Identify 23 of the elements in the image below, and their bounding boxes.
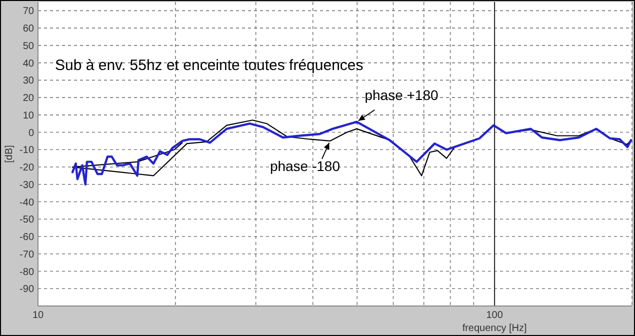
y-tick-label: -20 — [20, 162, 34, 174]
y-tick-label: 0 — [28, 128, 34, 139]
x-axis-title: frequency [Hz] — [462, 323, 528, 334]
y-tick-label: 40 — [22, 58, 34, 70]
y-tick-label: -70 — [20, 249, 34, 260]
y-tick-label: -10 — [20, 145, 34, 156]
y-tick-label: -80 — [20, 266, 34, 278]
y-tick-label: -90 — [20, 284, 34, 296]
x-tick-label: 100 — [486, 310, 504, 321]
y-axis-title: [dB] — [4, 144, 15, 163]
annotation: Sub à env. 55hz et enceinte toutes fréquences — [55, 57, 364, 74]
annotation: phase -180 — [270, 158, 340, 174]
y-tick-label: 60 — [22, 24, 34, 35]
y-tick-label: -50 — [20, 214, 34, 226]
y-tick-label: 20 — [22, 93, 34, 104]
annotation: phase +180 — [364, 86, 439, 103]
y-tick-label: 30 — [22, 76, 34, 87]
y-tick-label: -40 — [20, 197, 34, 208]
y-tick-label: 70 — [22, 6, 34, 18]
y-tick-label: 10 — [22, 110, 34, 122]
y-tick-label: 50 — [22, 40, 34, 52]
y-tick-label: -30 — [20, 180, 34, 191]
y-tick-label: -60 — [20, 232, 34, 244]
